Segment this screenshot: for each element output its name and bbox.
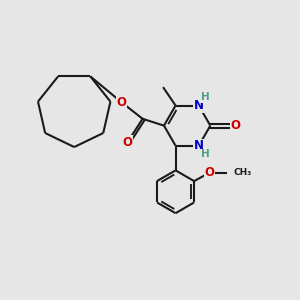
Text: H: H [201, 92, 210, 102]
Text: O: O [231, 119, 241, 132]
Text: O: O [205, 166, 214, 179]
Text: N: N [194, 139, 204, 152]
Text: O: O [123, 136, 133, 149]
Text: H: H [201, 149, 210, 159]
Text: CH₃: CH₃ [233, 168, 252, 177]
Text: O: O [117, 96, 127, 109]
Text: N: N [194, 99, 204, 112]
